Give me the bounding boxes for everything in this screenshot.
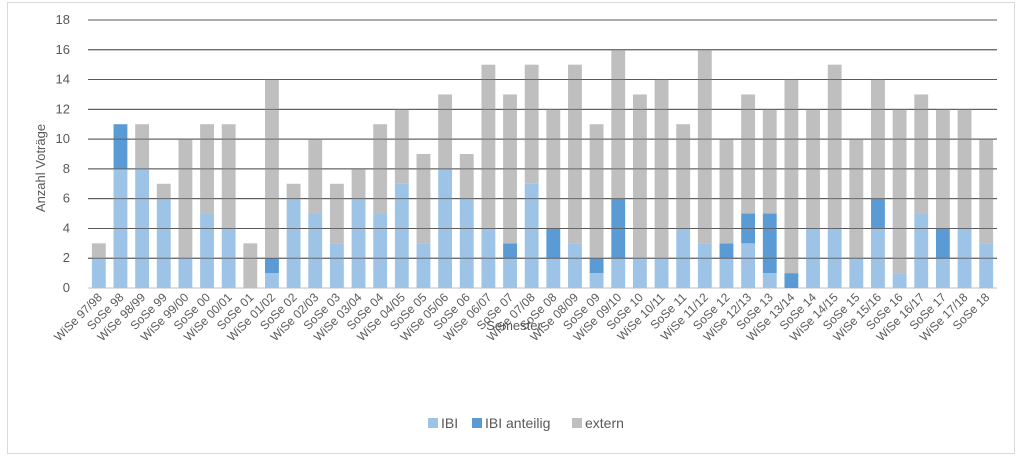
bar-2-17 xyxy=(459,154,474,199)
legend-swatch-2 xyxy=(572,418,582,428)
bar-0-29 xyxy=(719,258,734,288)
bars xyxy=(88,19,997,288)
bar-1-32 xyxy=(784,273,799,288)
bar-2-34 xyxy=(827,64,842,229)
bar-0-5 xyxy=(200,213,214,288)
bar-0-23 xyxy=(589,273,604,288)
y-tick-label: 2 xyxy=(63,250,70,265)
bar-1-19 xyxy=(503,243,517,259)
bar-0-14 xyxy=(394,183,409,288)
legend: IBI IBI anteilig extern xyxy=(428,415,624,431)
bar-0-15 xyxy=(416,243,431,288)
bar-2-25 xyxy=(632,94,647,259)
bar-0-30 xyxy=(741,243,756,288)
y-tick-label: 8 xyxy=(63,161,70,176)
bar-1-21 xyxy=(546,228,561,259)
y-axis-title: Anzahl Voträge xyxy=(33,124,48,212)
bar-2-9 xyxy=(286,183,301,199)
bar-0-31 xyxy=(762,273,777,288)
y-tick-label: 0 xyxy=(63,280,70,295)
bar-0-35 xyxy=(849,258,864,288)
bar-0-8 xyxy=(265,273,279,288)
legend-swatch-0 xyxy=(428,418,438,428)
bar-1-8 xyxy=(265,258,279,274)
bar-2-16 xyxy=(438,94,453,169)
bar-2-31 xyxy=(762,109,777,214)
bar-0-3 xyxy=(156,198,171,288)
y-tick-label: 18 xyxy=(56,12,70,27)
bar-0-4 xyxy=(178,258,193,288)
legend-label-0: IBI xyxy=(441,415,458,431)
bar-2-2 xyxy=(135,124,150,169)
bar-0-22 xyxy=(568,243,582,288)
bar-0-13 xyxy=(373,213,388,288)
bar-0-10 xyxy=(308,213,323,288)
y-tick-label: 6 xyxy=(63,191,70,206)
bar-2-38 xyxy=(914,94,929,214)
bar-2-41 xyxy=(979,139,994,244)
y-tick-label: 14 xyxy=(56,72,70,87)
bar-2-18 xyxy=(481,64,496,229)
bar-2-32 xyxy=(784,79,799,274)
bar-2-23 xyxy=(589,124,604,259)
bar-0-17 xyxy=(459,198,474,288)
bar-0-20 xyxy=(524,183,539,288)
bar-2-22 xyxy=(568,64,582,244)
bar-1-31 xyxy=(762,213,777,274)
bar-2-12 xyxy=(351,168,366,199)
bar-0-39 xyxy=(935,258,950,288)
bar-2-37 xyxy=(892,109,907,274)
bar-0-11 xyxy=(329,243,344,288)
legend-label-1: IBI anteilig xyxy=(485,415,550,431)
bar-2-11 xyxy=(329,183,344,244)
y-tick-label: 4 xyxy=(63,220,70,235)
legend-label-2: extern xyxy=(585,415,624,431)
bar-1-23 xyxy=(589,258,604,274)
bar-0-38 xyxy=(914,213,929,288)
bar-1-1 xyxy=(113,124,128,169)
bar-2-0 xyxy=(91,243,106,259)
bar-0-37 xyxy=(892,273,907,288)
bar-2-10 xyxy=(308,139,323,214)
bar-2-29 xyxy=(719,139,734,244)
bar-1-29 xyxy=(719,243,734,259)
bar-1-36 xyxy=(871,198,885,229)
bar-2-24 xyxy=(611,49,626,199)
bar-2-7 xyxy=(243,243,258,288)
y-tick-label: 12 xyxy=(56,101,70,116)
bar-0-21 xyxy=(546,258,561,288)
bar-2-30 xyxy=(741,94,756,214)
bar-0-26 xyxy=(654,258,669,288)
y-tick-labels: 0 2 4 6 8 10 12 14 16 18 xyxy=(56,12,70,295)
bar-0-12 xyxy=(351,198,366,288)
bar-0-0 xyxy=(91,258,106,288)
x-axis-title: Semester xyxy=(486,318,542,333)
bar-0-24 xyxy=(611,258,626,288)
y-tick-label: 16 xyxy=(56,42,70,57)
bar-2-14 xyxy=(394,109,409,184)
y-tick-label: 10 xyxy=(56,131,70,146)
bar-2-20 xyxy=(524,64,539,184)
bar-2-27 xyxy=(676,124,691,229)
bar-2-28 xyxy=(697,49,712,244)
bar-0-28 xyxy=(697,243,712,288)
bar-0-41 xyxy=(979,243,994,288)
legend-swatch-1 xyxy=(472,418,482,428)
bar-0-19 xyxy=(503,258,517,288)
bar-0-9 xyxy=(286,198,301,288)
bar-0-25 xyxy=(632,258,647,288)
bar-2-3 xyxy=(156,183,171,199)
bar-1-39 xyxy=(935,228,950,259)
bar-2-6 xyxy=(221,124,236,229)
